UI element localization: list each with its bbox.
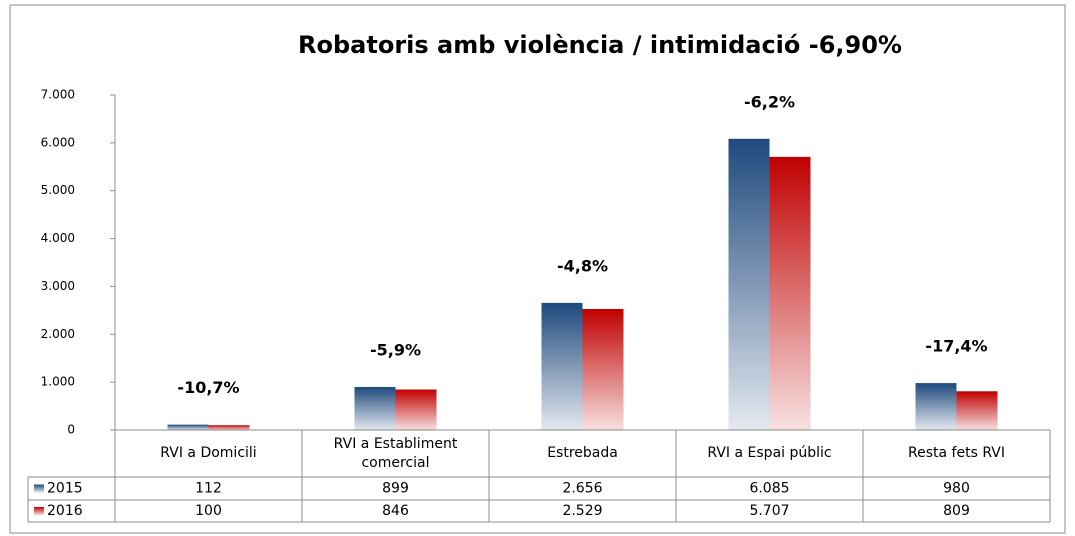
- legend-label: 2016: [47, 503, 83, 519]
- x-tick-label: RVI a Establiment comercial: [333, 435, 458, 471]
- annotation: -5,9%: [370, 340, 421, 359]
- table-value: 980: [943, 481, 970, 497]
- table-value: 5.707: [749, 503, 789, 519]
- x-tick-label: RVI a Espai públic: [707, 445, 832, 461]
- legend-swatch: [34, 484, 44, 493]
- x-tick-label: RVI a Domicili: [160, 445, 257, 461]
- bar: [541, 302, 583, 430]
- y-tick-label: 3.000: [41, 279, 75, 293]
- x-tick-label: Estrebada: [547, 445, 618, 461]
- annotation: -17,4%: [925, 337, 987, 356]
- annotation: -4,8%: [557, 256, 608, 275]
- table-value: 2.529: [562, 503, 602, 519]
- y-tick-label: 5.000: [41, 183, 75, 197]
- bar: [395, 389, 437, 430]
- y-tick-label: 1.000: [41, 375, 75, 389]
- bar: [582, 308, 624, 430]
- table-value: 846: [382, 503, 409, 519]
- bar: [769, 156, 811, 431]
- table-value: 899: [382, 481, 409, 497]
- chart-title: Robatoris amb violència / intimidació -6…: [298, 31, 902, 59]
- table-value: 112: [195, 481, 222, 497]
- chart-border: [9, 4, 1066, 534]
- annotation: -6,2%: [744, 92, 795, 111]
- x-tick-label: Resta fets RVI: [908, 445, 1005, 461]
- y-tick-label: 4.000: [41, 231, 75, 245]
- legend-swatch: [34, 507, 44, 515]
- y-tick-label: 7.000: [41, 88, 75, 102]
- bar: [915, 383, 957, 430]
- table-value: 2.656: [562, 481, 602, 497]
- table-value: 809: [943, 503, 970, 519]
- annotation: -10,7%: [177, 378, 239, 397]
- table-value: 6.085: [749, 481, 789, 497]
- bar: [354, 386, 396, 430]
- bar: [167, 424, 209, 430]
- table-value: 100: [195, 503, 222, 519]
- y-tick-label: 0: [67, 423, 75, 437]
- bar: [956, 391, 998, 430]
- y-tick-label: 6.000: [41, 135, 75, 149]
- legend-label: 2015: [47, 481, 83, 497]
- bar: [728, 138, 770, 430]
- bar: [208, 425, 250, 430]
- y-tick-label: 2.000: [41, 327, 75, 341]
